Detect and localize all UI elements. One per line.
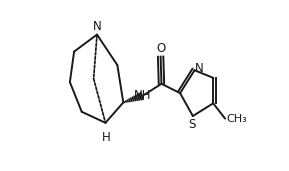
Text: O: O <box>156 42 165 55</box>
Text: CH₃: CH₃ <box>226 114 247 124</box>
Text: N: N <box>93 20 102 33</box>
Text: H: H <box>102 131 111 144</box>
Text: NH: NH <box>134 89 151 102</box>
Text: S: S <box>188 118 196 131</box>
Text: N: N <box>195 62 204 75</box>
